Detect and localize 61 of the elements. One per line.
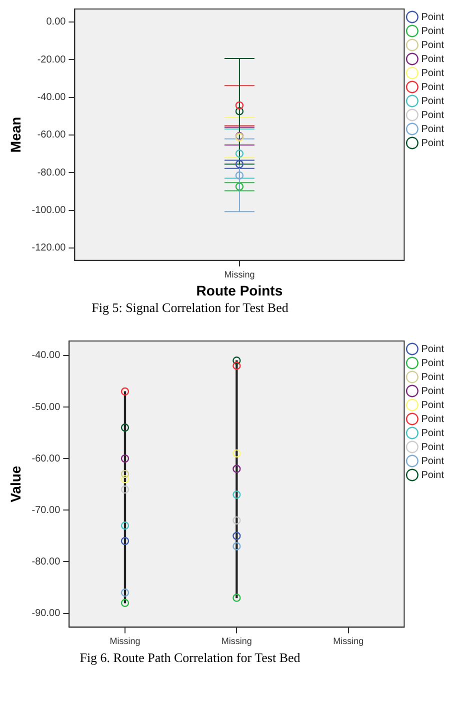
y-tick-label: -100.00: [32, 205, 66, 216]
y-tick-label: -60.00: [37, 130, 66, 141]
y-tick-label: -50.00: [32, 402, 61, 413]
point: [232, 449, 241, 458]
y-tick-label: -80.00: [37, 167, 66, 178]
legend-label: Point: [421, 124, 444, 135]
y-tick-label: -40.00: [37, 92, 66, 104]
y-axis-title: Mean: [7, 116, 24, 153]
caption: Fig 6. Route Path Correlation for Test Bed: [78, 650, 302, 666]
legend-label: Point: [421, 414, 444, 425]
legend-label: Point: [421, 26, 444, 37]
point: [120, 588, 130, 597]
point: [232, 516, 241, 525]
y-tick-label: -80.00: [32, 556, 61, 568]
legend-label: Point: [421, 138, 444, 149]
point: [120, 470, 130, 478]
y-tick-label: 0.00: [46, 16, 66, 28]
point: [232, 542, 241, 550]
legend-label: Point: [421, 456, 444, 467]
point: [120, 424, 130, 432]
legend-label: Point: [421, 400, 444, 411]
point: [232, 490, 241, 499]
legend-label: Point: [421, 470, 444, 481]
legend-label: Point: [421, 358, 444, 369]
point: [232, 464, 241, 473]
y-tick-label: -40.00: [32, 350, 61, 362]
point: [120, 598, 130, 608]
legend-label: Point: [421, 40, 444, 51]
point: [232, 532, 241, 540]
legend-label: Point: [421, 12, 444, 23]
point: [120, 522, 130, 530]
y-axis-title: Value: [7, 466, 24, 502]
x-tick-label: Missing: [110, 636, 140, 646]
point: [120, 485, 130, 494]
y-tick-label: -70.00: [32, 504, 61, 516]
point: [232, 594, 241, 602]
legend-label: Point: [421, 96, 444, 107]
point: [232, 362, 241, 370]
point: [120, 454, 130, 463]
caption: Fig 5: Signal Correlation for Test Bed: [90, 300, 290, 316]
y-tick-label: -120.00: [32, 242, 66, 254]
point: [120, 387, 130, 396]
x-tick-label: Missing: [333, 636, 364, 646]
legend-label: Point: [421, 68, 444, 79]
legend-label: Point: [421, 82, 444, 93]
legend-label: Point: [421, 110, 444, 121]
legend-label: Point: [421, 386, 444, 397]
point: [120, 475, 130, 484]
legend-label: Point: [421, 442, 444, 453]
legend-label: Point: [421, 344, 444, 355]
legend-label: Point: [421, 372, 444, 383]
legend-label: Point: [421, 54, 444, 65]
point: [120, 536, 130, 546]
y-tick-label: -90.00: [32, 608, 61, 620]
x-tick-label: Missing: [221, 636, 252, 646]
x-axis-title: Route Points: [196, 282, 283, 298]
point: [232, 356, 241, 365]
x-tick-label: Missing: [224, 269, 255, 280]
y-tick-label: -60.00: [32, 453, 61, 464]
legend-label: Point: [421, 428, 444, 439]
y-tick-label: -20.00: [37, 54, 66, 66]
